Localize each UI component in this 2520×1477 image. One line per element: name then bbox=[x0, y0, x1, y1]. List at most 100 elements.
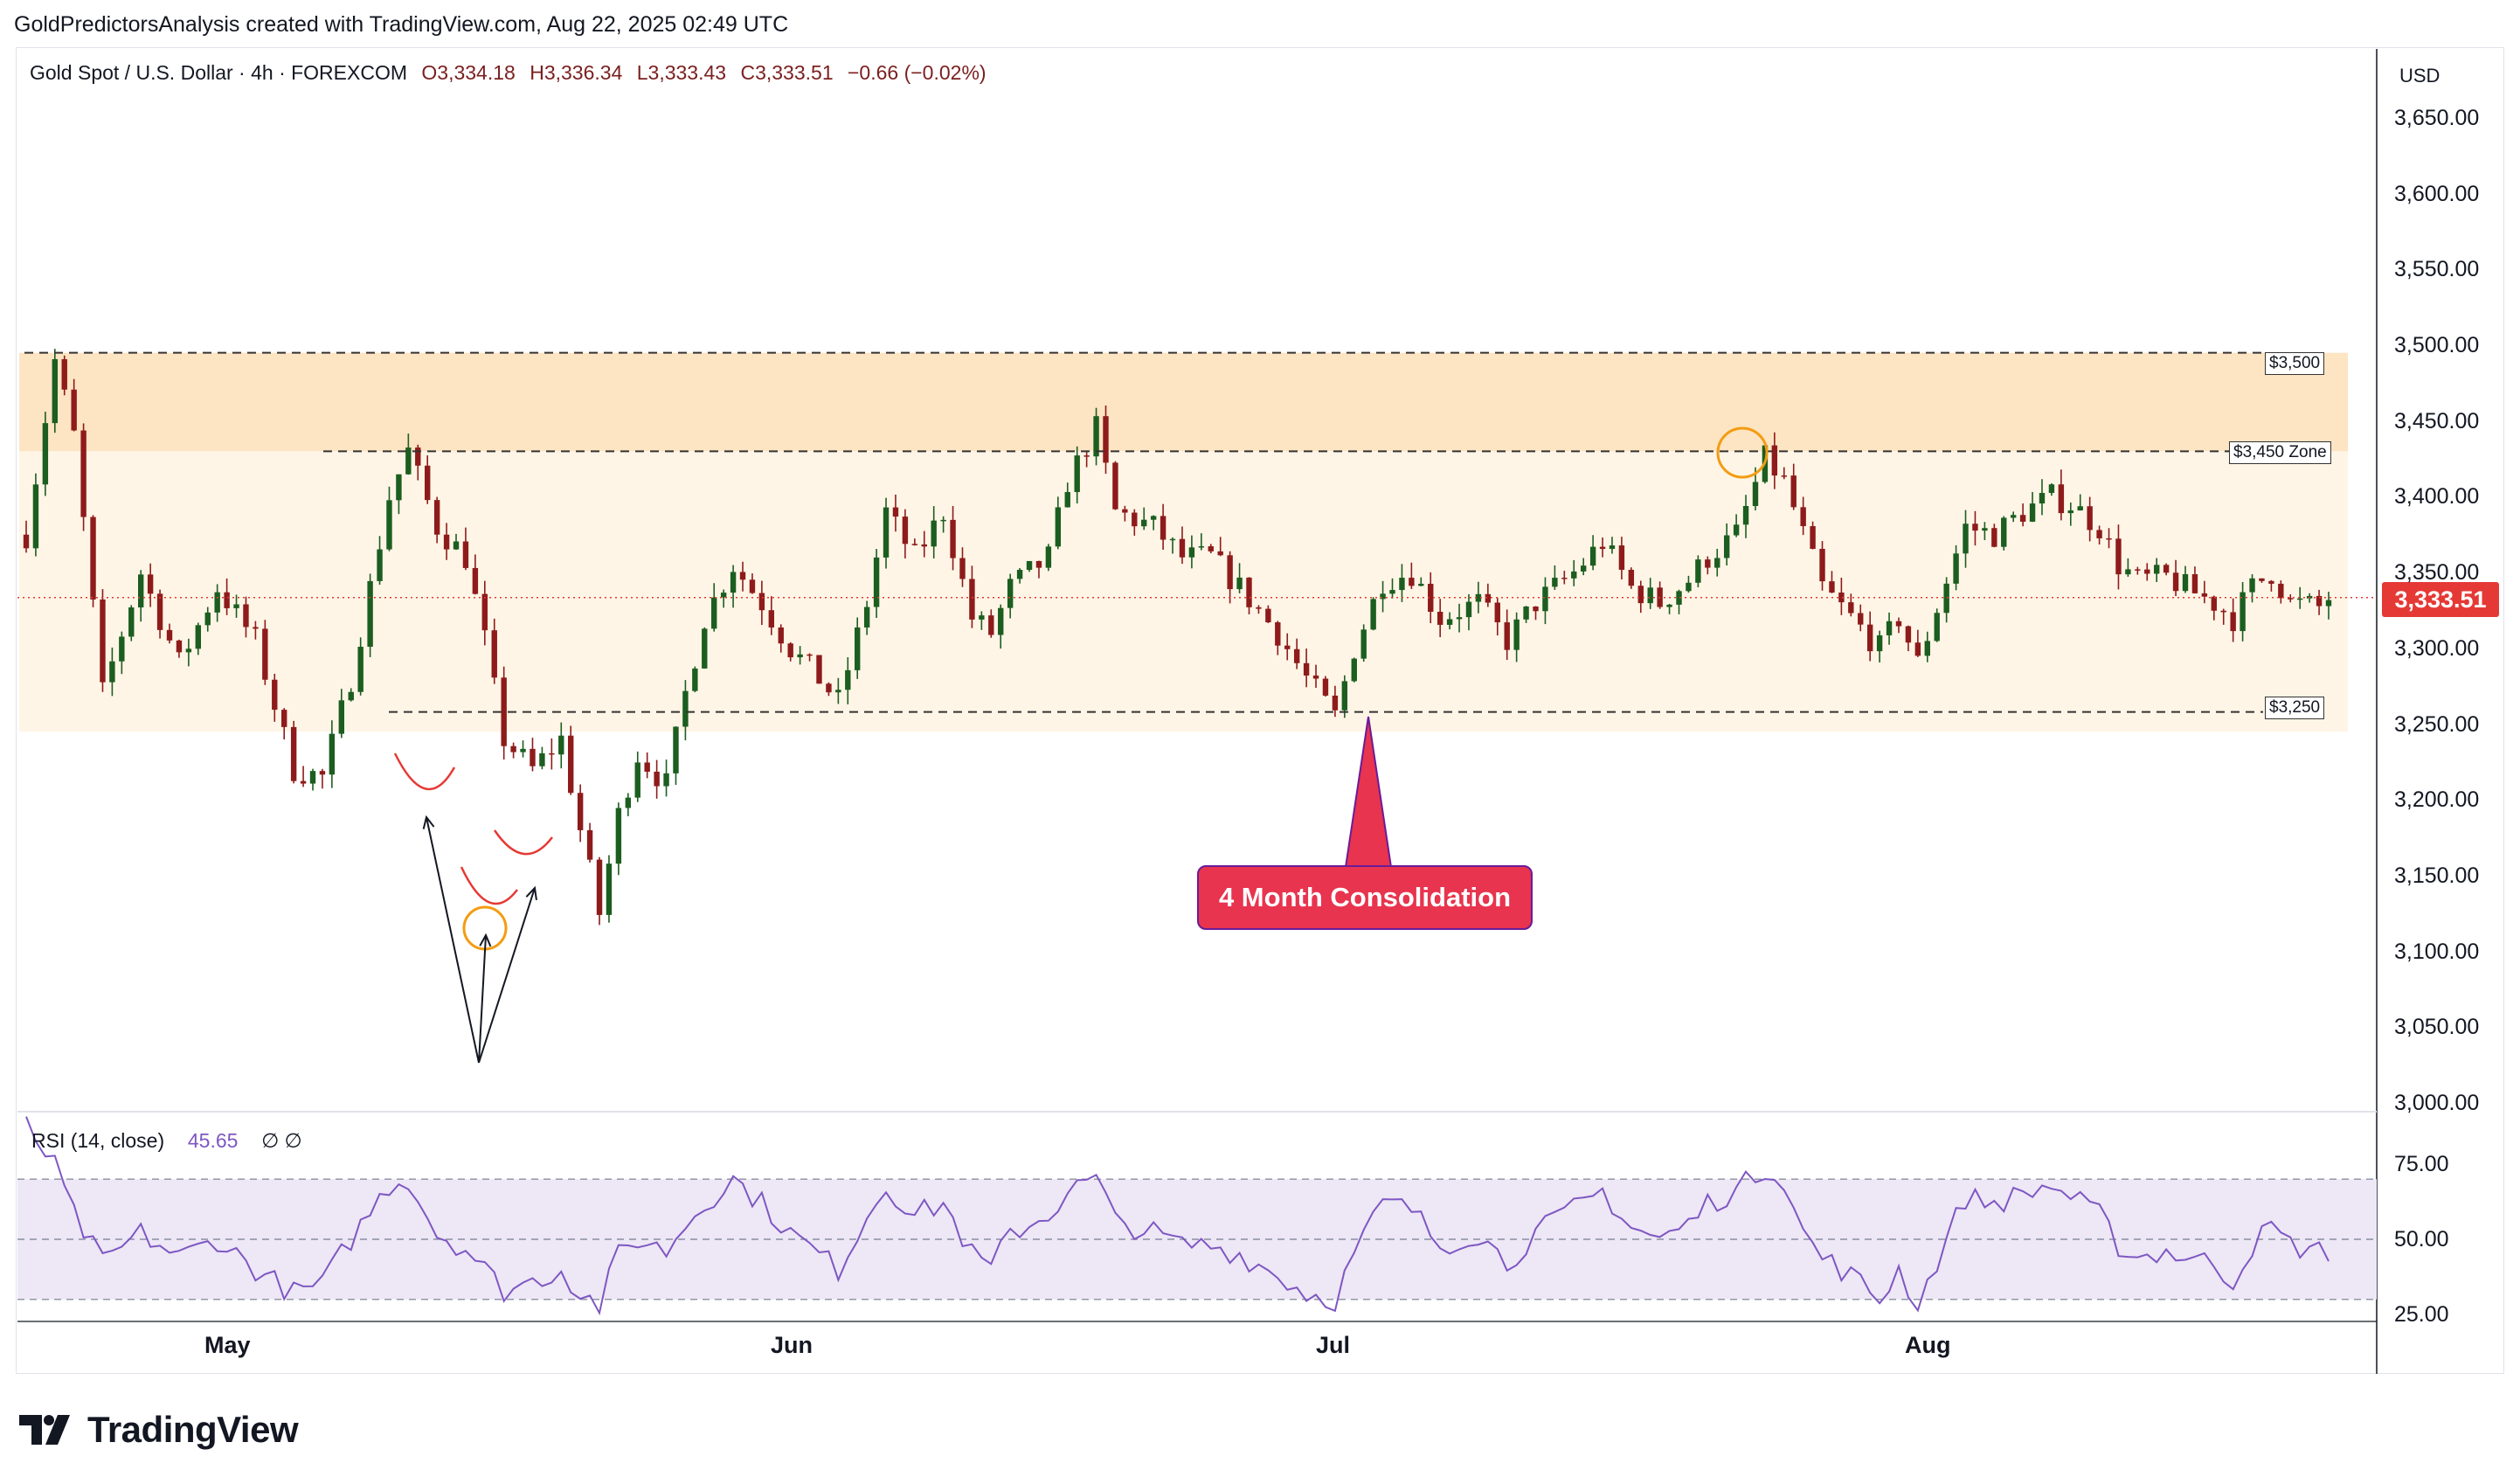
candle-body bbox=[329, 733, 336, 775]
rsi-legend[interactable]: RSI (14, close) 45.65 ∅ ∅ bbox=[31, 1129, 302, 1153]
pattern-arc-right bbox=[493, 829, 553, 856]
consolidation-zone bbox=[19, 352, 2348, 732]
candle-body bbox=[1838, 593, 1845, 603]
candle-body bbox=[195, 625, 202, 649]
price-tick-label: 3,200.00 bbox=[2394, 787, 2480, 813]
candle-body bbox=[1016, 569, 1023, 579]
candle-body bbox=[1666, 604, 1672, 607]
candle-body bbox=[739, 572, 746, 580]
candle-body bbox=[654, 771, 660, 787]
price-tick-label: 3,650.00 bbox=[2394, 105, 2480, 130]
candle-body bbox=[138, 574, 144, 608]
candle-body bbox=[596, 859, 603, 915]
candle-body bbox=[2058, 484, 2065, 514]
candle-body bbox=[2325, 600, 2332, 607]
candle-body bbox=[2010, 515, 2017, 518]
candle-body bbox=[1083, 455, 1090, 457]
open-value: O3,334.18 bbox=[421, 61, 516, 84]
candle-body bbox=[520, 748, 526, 752]
candle-body bbox=[1475, 593, 1482, 602]
chart-frame bbox=[16, 47, 2504, 1374]
price-tick-label: 3,350.00 bbox=[2394, 560, 2480, 586]
candle-body bbox=[1246, 577, 1252, 607]
candle-body bbox=[1409, 578, 1415, 586]
grid bbox=[17, 49, 2378, 1374]
candle-body bbox=[1982, 528, 1988, 531]
candle-body bbox=[2144, 569, 2150, 574]
price-tick-label: 3,000.00 bbox=[2394, 1091, 2480, 1115]
candle-body bbox=[309, 771, 316, 784]
candle-body bbox=[176, 640, 183, 653]
candle-body bbox=[586, 829, 593, 860]
candle-body bbox=[1132, 512, 1138, 527]
candle-body bbox=[501, 677, 507, 746]
price-tick-label: 3,100.00 bbox=[2394, 939, 2480, 964]
tradingview-logo[interactable]: TradingView bbox=[19, 1409, 299, 1451]
candle-body bbox=[1456, 617, 1463, 620]
month-tick-label: Jul bbox=[1316, 1332, 1351, 1358]
candle-body bbox=[1208, 546, 1214, 551]
candle-body bbox=[778, 627, 784, 644]
candle-body bbox=[1370, 599, 1376, 630]
candle-body bbox=[1007, 579, 1014, 608]
candle-body bbox=[940, 519, 946, 522]
candle-body bbox=[711, 597, 717, 629]
change-value: −0.66 (−0.02%) bbox=[848, 61, 987, 84]
candle-body bbox=[1848, 602, 1854, 614]
candle-body bbox=[214, 592, 220, 613]
candle-body bbox=[911, 544, 918, 545]
price-tick-label: 3,400.00 bbox=[2394, 484, 2480, 510]
candle-body bbox=[1485, 593, 1492, 603]
candle-body bbox=[1895, 621, 1902, 627]
candle-body bbox=[606, 863, 613, 915]
candle-body bbox=[692, 668, 698, 691]
candle-body bbox=[663, 773, 669, 787]
candle-body bbox=[367, 580, 373, 648]
candle-body bbox=[2048, 484, 2055, 494]
symbol-legend[interactable]: Gold Spot / U.S. Dollar · 4h · FOREXCOM … bbox=[30, 61, 987, 85]
candle-body bbox=[1924, 641, 1930, 656]
candle-body bbox=[1332, 695, 1339, 711]
candle-body bbox=[682, 690, 689, 727]
rsi-line bbox=[25, 1116, 2330, 1316]
price-tick-label: 3,550.00 bbox=[2394, 257, 2480, 282]
candle-body bbox=[1074, 455, 1080, 493]
high-value: H3,336.34 bbox=[530, 61, 623, 84]
candle-body bbox=[1198, 546, 1205, 548]
candle-body bbox=[1418, 583, 1424, 586]
top-highlight-circle bbox=[1716, 426, 1769, 479]
candle-body bbox=[2278, 583, 2284, 599]
candle-body bbox=[1733, 524, 1740, 536]
close-value: C3,333.51 bbox=[740, 61, 834, 84]
candle-body bbox=[634, 762, 640, 798]
candle-body bbox=[23, 534, 30, 549]
candle-body bbox=[1886, 621, 1893, 635]
candle-body bbox=[1723, 535, 1730, 558]
currency-label[interactable]: USD bbox=[2399, 65, 2440, 87]
candle-body bbox=[883, 507, 890, 558]
candle-body bbox=[1858, 613, 1864, 625]
pattern-arrowhead bbox=[525, 885, 537, 901]
candle-body bbox=[1055, 507, 1062, 547]
candle-body bbox=[826, 683, 832, 693]
candle-body bbox=[1446, 619, 1453, 625]
candles bbox=[23, 349, 2332, 926]
pattern-arrowhead bbox=[479, 933, 492, 947]
candle-body bbox=[568, 735, 574, 794]
candle-body bbox=[1256, 607, 1262, 609]
candle-body bbox=[61, 359, 67, 390]
candle-body bbox=[2201, 593, 2208, 597]
candle-body bbox=[1103, 416, 1109, 463]
candle-body bbox=[979, 615, 985, 620]
candle-body bbox=[100, 599, 106, 683]
pattern-arrowhead bbox=[422, 815, 435, 829]
candle-body bbox=[1360, 629, 1367, 659]
candle-body bbox=[1790, 475, 1797, 508]
candle-body bbox=[481, 593, 488, 631]
tradingview-wordmark: TradingView bbox=[87, 1409, 299, 1450]
candle-body bbox=[1571, 571, 1577, 579]
consolidation-callout: 4 Month Consolidation bbox=[1197, 865, 1533, 930]
zone-main-band bbox=[19, 451, 2348, 732]
candle-body bbox=[1265, 608, 1271, 623]
